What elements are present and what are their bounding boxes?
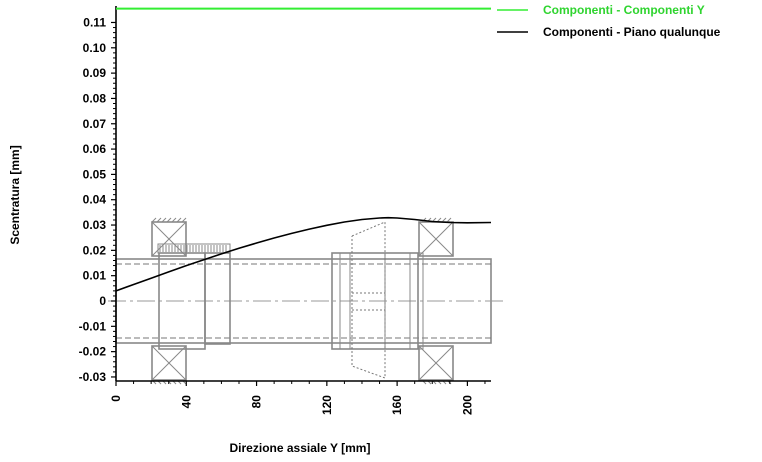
y-tick-label: 0 bbox=[99, 294, 106, 308]
right-gear-inner bbox=[339, 252, 411, 350]
x-tick-label: 160 bbox=[390, 395, 404, 415]
y-tick-label: 0.10 bbox=[83, 41, 107, 55]
y-axis-title: Scentratura [mm] bbox=[8, 145, 22, 244]
x-axis-ticks: 0 40 80 120 160 200 bbox=[109, 381, 486, 415]
x-axis-title: Direzione assiale Y [mm] bbox=[230, 441, 371, 455]
x-tick-label: 120 bbox=[320, 395, 334, 415]
bearing-left-bottom bbox=[151, 345, 187, 381]
y-tick-label: 0.11 bbox=[83, 15, 106, 29]
y-tick-label: 0.02 bbox=[83, 243, 107, 257]
x-tick-label: 200 bbox=[460, 395, 474, 415]
left-collar bbox=[204, 252, 231, 345]
series-layer bbox=[115, 7, 492, 292]
bearing-right-top bbox=[418, 221, 454, 257]
x-tick-label: 0 bbox=[109, 395, 123, 402]
y-tick-label: -0.01 bbox=[79, 319, 107, 333]
y-tick-label: 0.09 bbox=[83, 66, 107, 80]
y-tick-label: 0.06 bbox=[83, 142, 107, 156]
y-tick-label: 0.05 bbox=[83, 167, 107, 181]
x-tick-label: 80 bbox=[250, 395, 264, 409]
y-tick-label: -0.02 bbox=[79, 345, 107, 359]
legend-label: Componenti - Piano qualunque bbox=[543, 25, 721, 39]
y-tick-label: 0.03 bbox=[83, 218, 107, 232]
bearing-right-bottom bbox=[418, 345, 454, 381]
helical-gear-outline bbox=[351, 221, 386, 379]
y-tick-label: 0.04 bbox=[83, 193, 107, 207]
y-axis-ticks: 0.11 0.10 0.09 0.08 0.07 0.06 0.05 0.04 0.03 0.02… bbox=[79, 15, 116, 384]
legend: Componenti - Componenti Y Componenti - Pi… bbox=[497, 3, 721, 39]
y-tick-label: 0.08 bbox=[83, 91, 107, 105]
shaft-schematic bbox=[108, 217, 505, 385]
y-tick-label: -0.03 bbox=[79, 370, 107, 384]
y-tick-label: 0.01 bbox=[83, 269, 107, 283]
axes bbox=[115, 6, 491, 382]
support-hatch-1 bbox=[151, 217, 187, 223]
gear-teeth-hatch bbox=[157, 243, 231, 254]
y-tick-label: 0.07 bbox=[83, 117, 107, 131]
x-tick-label: 40 bbox=[179, 395, 193, 409]
legend-label: Componenti - Componenti Y bbox=[543, 3, 705, 17]
series-line-piano-qualunque bbox=[115, 216, 492, 292]
